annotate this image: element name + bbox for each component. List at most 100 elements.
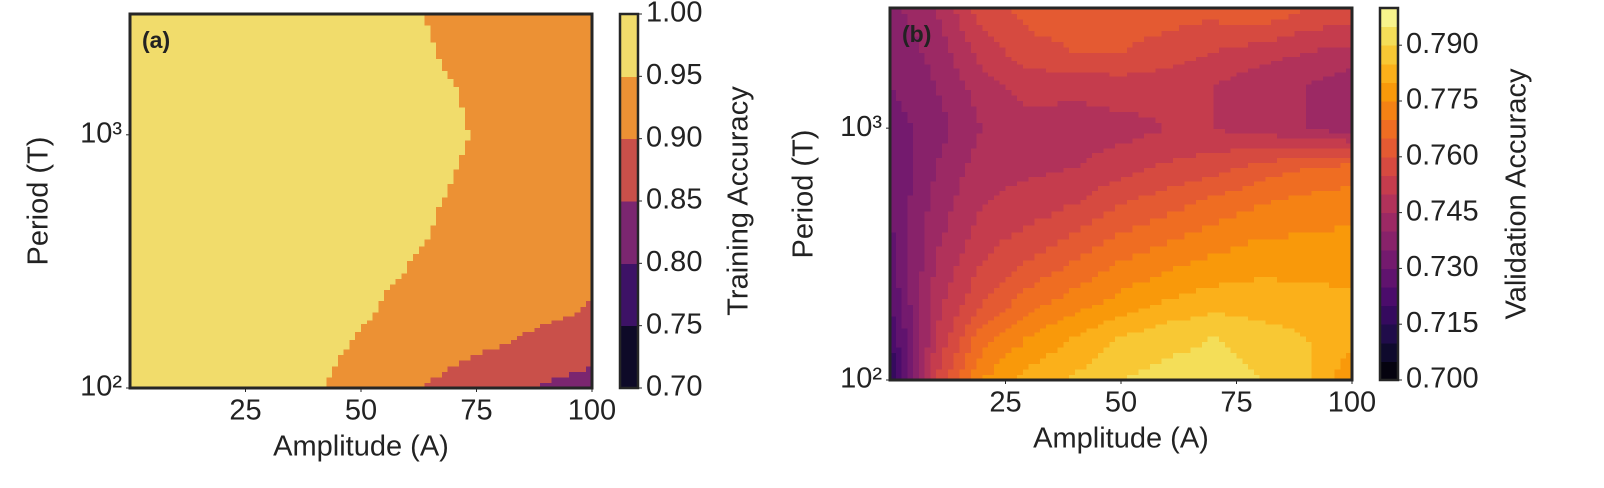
contour-cell xyxy=(199,192,206,198)
contour-cell xyxy=(280,360,287,367)
contour-cell xyxy=(470,183,478,189)
contour-cell xyxy=(314,78,322,83)
contour-cell xyxy=(516,335,524,341)
contour-cell xyxy=(233,178,241,184)
contour-cell xyxy=(430,278,437,285)
contour-cell xyxy=(361,239,368,247)
contour-cell xyxy=(320,197,327,203)
contour-cell xyxy=(210,260,218,268)
contour-cell xyxy=(222,319,229,325)
contour-cell xyxy=(303,62,310,68)
contour-cell xyxy=(580,183,587,189)
contour-cell xyxy=(164,283,172,291)
contour-cell xyxy=(332,272,339,279)
contour-cell xyxy=(586,343,593,350)
contour-cell xyxy=(158,197,166,203)
contour-cell xyxy=(412,239,420,247)
contour-cell xyxy=(586,211,593,219)
contour-cell xyxy=(395,187,403,194)
contour-cell xyxy=(239,289,247,296)
contour-cell xyxy=(291,300,299,307)
contour-cell xyxy=(181,129,189,136)
contour-cell xyxy=(430,82,437,87)
contour-cell xyxy=(453,82,460,87)
contour-cell xyxy=(141,289,148,296)
contour-cell xyxy=(274,123,281,130)
contour-cell xyxy=(418,129,426,136)
contour-cell xyxy=(412,354,420,361)
contour-cell xyxy=(563,283,570,291)
contour-cell xyxy=(141,174,148,180)
contour-cell xyxy=(158,164,166,170)
contour-cell xyxy=(482,315,489,321)
contour-cell xyxy=(482,70,489,76)
contour-cell xyxy=(470,164,478,170)
contour-cell xyxy=(187,232,195,240)
contour-cell xyxy=(268,253,275,261)
contour-cell xyxy=(130,371,137,378)
contour-cell xyxy=(522,225,530,233)
contour-cell xyxy=(563,360,570,367)
contour-cell xyxy=(378,260,385,268)
contour-cell xyxy=(511,348,518,356)
contour-cell xyxy=(205,206,212,212)
contour-cell xyxy=(401,101,408,108)
contour-cell xyxy=(436,112,443,119)
contour-cell xyxy=(378,319,385,325)
contour-cell xyxy=(130,339,137,345)
contour-cell xyxy=(147,149,154,156)
contour-cell xyxy=(210,169,218,175)
contour-cell xyxy=(199,300,206,307)
contour-cell xyxy=(355,112,362,119)
contour-cell xyxy=(366,106,374,114)
contour-cell xyxy=(199,206,206,212)
contour-cell xyxy=(130,70,137,76)
contour-cell xyxy=(343,260,351,268)
contour-cell xyxy=(430,112,437,119)
contour-cell xyxy=(366,149,374,156)
contour-cell xyxy=(580,295,587,302)
contour-cell xyxy=(568,206,576,212)
contour-cell xyxy=(586,354,593,361)
contour-cell xyxy=(205,343,212,350)
contour-cell xyxy=(430,327,437,333)
contour-cell xyxy=(488,178,495,184)
contour-cell xyxy=(170,371,177,378)
contour-cell xyxy=(557,112,564,119)
contour-cell xyxy=(337,106,345,114)
contour-cell xyxy=(453,211,460,219)
contour-cell xyxy=(205,78,212,83)
contour-cell xyxy=(361,86,368,91)
contour-cell xyxy=(216,174,223,180)
contour-cell xyxy=(476,278,483,285)
contour-cell xyxy=(528,246,535,254)
contour-cell xyxy=(268,159,275,165)
contour-cell xyxy=(488,272,495,279)
contour-cell xyxy=(464,159,472,165)
contour-cell xyxy=(153,311,160,317)
contour-cell xyxy=(130,201,137,207)
contour-cell xyxy=(534,206,541,212)
contour-cell xyxy=(522,335,530,341)
contour-cell xyxy=(366,283,374,291)
contour-cell xyxy=(418,278,426,285)
contour-cell xyxy=(563,183,570,189)
contour-cell xyxy=(320,335,327,341)
contour-cell xyxy=(505,118,512,125)
contour-cell xyxy=(164,95,172,102)
contour-cell xyxy=(147,339,154,345)
contour-cell xyxy=(384,90,391,97)
contour-cell xyxy=(320,66,327,72)
contour-cell xyxy=(511,371,518,378)
contour-cell xyxy=(430,335,437,341)
contour-cell xyxy=(534,339,541,345)
contour-cell xyxy=(470,206,478,212)
contour-cell xyxy=(511,360,518,367)
contour-cell xyxy=(476,58,483,64)
contour-cell xyxy=(176,82,183,87)
contour-cell xyxy=(436,174,443,180)
contour-cell xyxy=(303,70,310,76)
contour-cell xyxy=(563,300,570,307)
contour-cell xyxy=(459,106,466,114)
contour-cell xyxy=(176,218,183,226)
